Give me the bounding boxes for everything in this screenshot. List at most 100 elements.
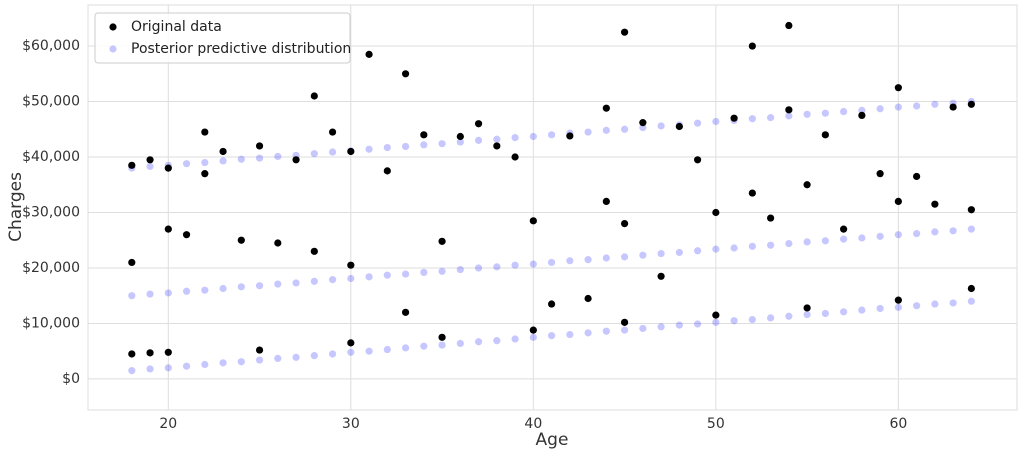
point <box>803 304 811 312</box>
point <box>164 364 172 372</box>
point <box>657 249 665 258</box>
point <box>219 359 227 367</box>
point <box>748 315 756 324</box>
point <box>949 227 957 235</box>
point <box>894 197 902 205</box>
point <box>730 114 738 122</box>
point <box>767 241 775 249</box>
point <box>511 153 519 161</box>
point <box>146 162 154 171</box>
point <box>420 141 428 149</box>
point <box>401 142 410 151</box>
point <box>858 234 866 242</box>
point <box>255 282 264 290</box>
point <box>274 280 282 288</box>
point <box>182 287 191 295</box>
point <box>712 208 720 217</box>
point <box>255 346 264 354</box>
point <box>128 367 136 375</box>
point <box>420 268 428 277</box>
point <box>913 172 921 181</box>
point <box>146 156 154 164</box>
point <box>274 354 282 363</box>
point <box>785 239 793 248</box>
point <box>620 28 629 36</box>
legend-label: Posterior predictive distribution <box>131 41 351 57</box>
point <box>931 228 939 236</box>
point <box>383 167 391 175</box>
point <box>219 284 227 293</box>
point <box>748 189 756 197</box>
point <box>438 267 446 275</box>
point <box>840 107 848 116</box>
point <box>712 311 720 319</box>
point <box>821 131 829 139</box>
point <box>566 257 574 265</box>
point <box>274 239 282 247</box>
point <box>401 344 410 352</box>
point <box>639 124 647 132</box>
point <box>164 348 172 356</box>
point <box>219 147 227 156</box>
point <box>529 333 537 341</box>
point <box>201 158 209 167</box>
point <box>255 154 264 162</box>
point <box>675 122 683 131</box>
point <box>128 161 136 169</box>
point <box>913 302 921 310</box>
legend-marker <box>109 23 117 31</box>
x-tick-label: 50 <box>707 416 725 432</box>
point <box>128 292 136 300</box>
point <box>584 128 592 136</box>
point <box>748 42 756 50</box>
point <box>657 323 665 331</box>
point <box>365 50 373 58</box>
point <box>803 238 811 246</box>
point <box>201 286 209 294</box>
point <box>365 347 373 355</box>
point <box>712 245 720 253</box>
point <box>347 348 355 356</box>
point <box>164 225 172 233</box>
point <box>967 297 975 305</box>
point <box>328 276 337 284</box>
point <box>493 263 501 271</box>
point <box>876 105 884 113</box>
point <box>401 270 410 278</box>
point <box>693 320 702 328</box>
point <box>401 70 410 78</box>
point <box>620 253 629 261</box>
point <box>894 231 902 239</box>
point <box>328 148 337 156</box>
point <box>967 225 975 233</box>
point <box>420 342 428 350</box>
point <box>420 131 428 139</box>
point <box>876 170 884 178</box>
point <box>821 309 829 318</box>
point <box>785 21 793 30</box>
point <box>693 247 702 255</box>
point <box>821 109 829 117</box>
point <box>456 339 464 348</box>
point <box>620 326 629 334</box>
point <box>547 258 556 267</box>
point <box>566 132 574 140</box>
point <box>529 132 537 141</box>
point <box>913 102 921 110</box>
point <box>767 114 775 122</box>
point <box>840 235 848 243</box>
point <box>620 318 629 326</box>
point <box>383 345 391 354</box>
point <box>840 225 848 233</box>
point <box>657 272 665 280</box>
point <box>748 242 756 250</box>
point <box>967 284 975 293</box>
point <box>310 277 318 285</box>
point <box>566 330 574 339</box>
point <box>748 115 756 123</box>
point <box>894 303 902 311</box>
point <box>182 231 191 239</box>
point <box>657 122 665 130</box>
point <box>858 106 866 115</box>
